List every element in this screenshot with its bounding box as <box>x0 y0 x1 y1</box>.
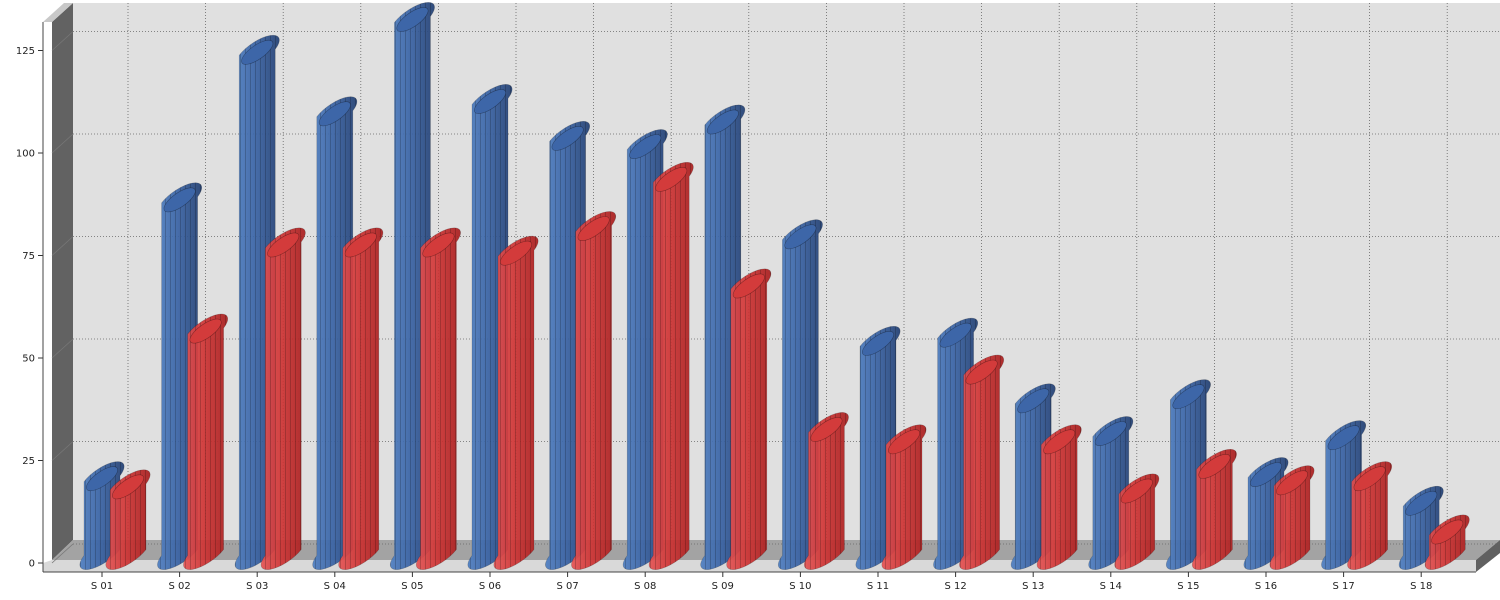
y-axis: 0 25 50 75 100 125 <box>16 22 44 572</box>
bar-red-s-02 <box>183 313 229 570</box>
x-axis: S 01 S 02 S 03 S 04 S 05 S 06 S 07 S 08 S 09 S 10… <box>43 571 1476 592</box>
bar-red-s-15 <box>1191 448 1237 570</box>
x-tick-label: S 05 <box>401 581 423 592</box>
x-tick-label: S 15 <box>1177 581 1199 592</box>
x-tick-label: S 10 <box>789 581 811 592</box>
bar-red-s-08 <box>648 161 694 570</box>
x-tick-label: S 01 <box>91 581 113 592</box>
x-tick-label: S 14 <box>1100 581 1122 592</box>
grid-line-depth <box>51 338 74 359</box>
x-tick-label: S 03 <box>246 581 268 592</box>
bar-red-s-04 <box>338 227 384 570</box>
x-tick-label: S 02 <box>168 581 190 592</box>
x-tick-label: S 16 <box>1255 581 1277 592</box>
x-tick-label: S 08 <box>634 581 656 592</box>
bar-red-s-18 <box>1424 514 1470 570</box>
grid-line-depth <box>51 543 74 564</box>
grid-line-depth <box>51 236 74 256</box>
x-tick-label: S 13 <box>1022 581 1044 592</box>
x-tick-label: S 07 <box>556 581 578 592</box>
plot-left-wall-top <box>43 3 73 22</box>
bar-red-s-12 <box>959 354 1005 570</box>
bar-red-s-01 <box>105 469 151 570</box>
grid-line-depth <box>51 31 74 51</box>
y-tick-label: 25 <box>22 456 35 467</box>
y-tick-label: 125 <box>16 46 35 57</box>
bar-red-s-17 <box>1347 461 1393 570</box>
bar-red-s-09 <box>726 268 772 570</box>
bar-red-s-07 <box>571 211 617 570</box>
bar-red-s-13 <box>1036 424 1082 570</box>
bar-red-s-14 <box>1114 473 1160 570</box>
x-tick-label: S 04 <box>324 581 346 592</box>
x-tick-label: S 06 <box>479 581 501 592</box>
y-tick-label: 50 <box>22 354 35 365</box>
bars <box>79 2 1470 570</box>
bar-red-s-10 <box>803 412 849 570</box>
plot-floor-right-edge <box>1476 540 1500 572</box>
x-tick-label: S 12 <box>944 581 966 592</box>
y-tick-label: 75 <box>22 251 35 262</box>
plot-left-wall <box>52 3 73 560</box>
grid-line-depth <box>51 133 74 154</box>
bar-red-s-05 <box>415 227 461 570</box>
bar-red-s-16 <box>1269 465 1315 570</box>
grid-line-depth <box>51 441 74 461</box>
x-tick-label: S 11 <box>867 581 889 592</box>
y-tick-label: 100 <box>16 149 35 160</box>
bar-red-s-11 <box>881 424 927 570</box>
y-tick-label: 0 <box>29 559 35 570</box>
bar-red-s-03 <box>260 227 306 570</box>
x-tick-label: S 17 <box>1332 581 1354 592</box>
x-tick-label: S 09 <box>712 581 734 592</box>
x-tick-label: S 18 <box>1410 581 1432 592</box>
bar-red-s-06 <box>493 235 539 570</box>
